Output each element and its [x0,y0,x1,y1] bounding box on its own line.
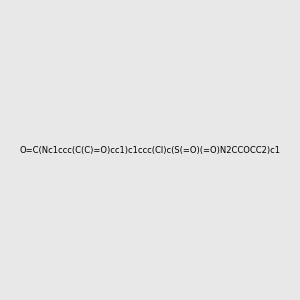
Text: O=C(Nc1ccc(C(C)=O)cc1)c1ccc(Cl)c(S(=O)(=O)N2CCOCC2)c1: O=C(Nc1ccc(C(C)=O)cc1)c1ccc(Cl)c(S(=O)(=… [20,146,281,154]
